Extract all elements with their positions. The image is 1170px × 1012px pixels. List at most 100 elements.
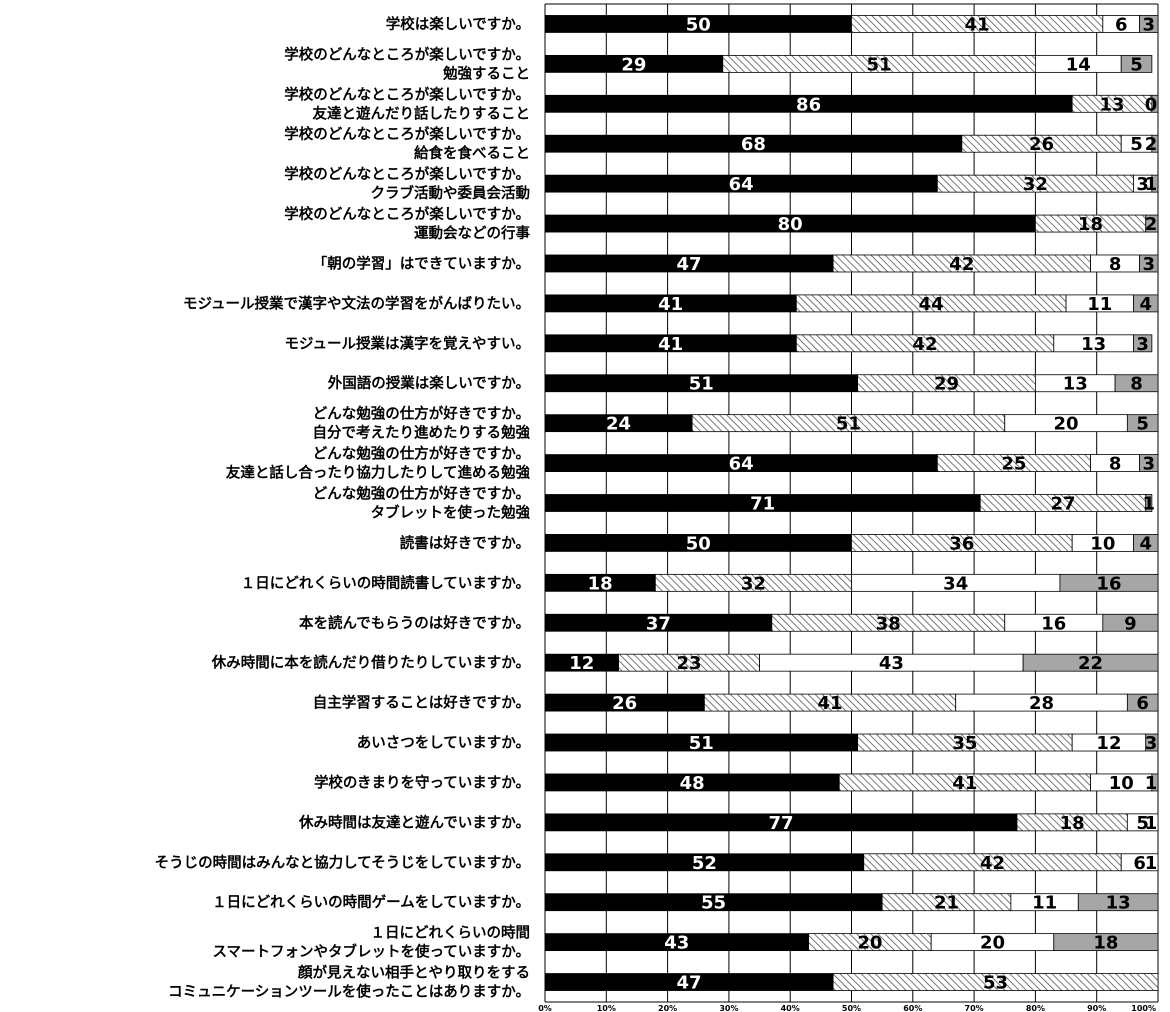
data-label-14-2: 36 [949,533,974,554]
category-label-3-line-1: 学校のどんなところが楽しいですか。 [284,85,530,103]
category-label-3-line-2: 友達と遊んだり話したりすること [313,104,531,122]
data-label-22-3: 6 [1133,853,1146,874]
data-label-13-1: 71 [750,494,775,515]
data-label-5-1: 64 [729,174,754,195]
data-label-19-1: 51 [689,733,714,754]
data-label-22-2: 42 [980,853,1005,874]
category-label-6-line-2: 運動会などの行事 [414,224,530,242]
bar-segment-13-4 [1145,494,1153,512]
bar-segment-25-2 [832,973,1159,991]
data-label-21-1: 77 [768,813,793,834]
category-label-23-line-1: １日にどれくらいの時間ゲームをしていますか。 [212,893,530,911]
data-label-10-4: 8 [1130,374,1143,395]
data-label-15-2: 32 [741,573,766,594]
data-label-4-3: 5 [1130,134,1143,155]
bar-segment-7-4 [1139,254,1159,273]
data-label-9-1: 41 [658,334,683,355]
data-label-8-2: 44 [919,294,944,315]
data-label-7-4: 3 [1143,254,1156,275]
category-label-2-line-2: 勉強すること [442,64,530,82]
data-label-24-2: 20 [857,933,882,954]
data-label-23-3: 11 [1032,893,1057,914]
bar-segment-14-4 [1133,534,1159,552]
bar-segment-21-3 [1126,813,1159,832]
category-label-19-line-1: あいさつをしていますか。 [357,735,530,752]
data-label-21-4: 1 [1145,813,1158,834]
data-label-19-2: 35 [952,733,977,754]
x-tick-label-30: 30% [719,1004,738,1012]
data-label-16-1: 37 [646,613,671,634]
category-label-25-line-1: 顔が見えない相手とやり取りをする [297,964,530,982]
bar-segment-6-4 [1145,214,1159,233]
data-label-2-1: 29 [621,54,646,75]
data-label-12-3: 8 [1109,454,1122,475]
bar-segment-22-3 [1120,853,1159,872]
x-tick-label-90: 90% [1087,1004,1106,1012]
data-label-1-4: 3 [1143,14,1156,35]
bar-segment-20-4 [1151,773,1159,792]
data-label-17-2: 23 [677,653,702,674]
category-label-13-line-1: どんな勉強の仕方が好きですか。 [313,485,530,503]
data-label-12-1: 64 [729,454,754,475]
data-label-24-3: 20 [980,933,1005,954]
data-label-11-2: 51 [836,414,861,435]
category-label-17-line-1: 休み時間に本を読んだり借りたりしていますか。 [211,654,530,672]
category-label-4-line-2: 給食を食べること [414,144,530,162]
category-label-18-line-1: 自主学習することは好きですか。 [313,694,530,712]
data-label-23-2: 21 [934,893,959,914]
bar-segment-10-4 [1114,374,1159,393]
data-label-8-4: 4 [1139,294,1152,315]
category-label-1-line-1: 学校は楽しいですか。 [386,15,530,33]
data-label-13-4: 1 [1143,494,1156,515]
data-label-14-1: 50 [686,533,711,554]
data-label-1-1: 50 [686,14,711,35]
category-label-15-line-1: １日にどれくらいの時間読書していますか。 [241,574,530,592]
x-tick-label-40: 40% [781,1004,800,1012]
category-label-9-line-1: モジュール授業は漢字を覚えやすい。 [285,334,530,352]
category-label-11-line-1: どんな勉強の仕方が好きですか。 [313,405,530,423]
x-tick-label-0: 0% [538,1004,552,1012]
category-label-5-line-2: クラブ活動や委員会活動 [371,184,531,202]
bar-segment-15-4 [1059,573,1159,592]
data-label-7-3: 8 [1109,254,1122,275]
category-label-22-line-1: そうじの時間はみんなと協力してそうじをしていますか。 [155,853,530,871]
data-label-19-3: 12 [1096,733,1121,754]
x-tick-label-60: 60% [903,1004,922,1012]
data-label-23-4: 13 [1106,893,1131,914]
data-label-9-3: 13 [1081,334,1106,355]
data-label-19-4: 3 [1145,733,1158,754]
category-label-5-line-1: 学校のどんなところが楽しいですか。 [284,165,530,183]
data-label-11-4: 5 [1136,414,1149,435]
data-label-8-1: 41 [658,294,683,315]
data-label-12-4: 3 [1143,454,1156,475]
data-label-11-3: 20 [1054,414,1079,435]
category-label-6-line-1: 学校のどんなところが楽しいですか。 [284,205,530,223]
category-label-24-line-1: １日にどれくらいの時間 [371,925,531,942]
data-label-22-1: 52 [692,853,717,874]
x-tick-label-80: 80% [1026,1004,1045,1012]
data-label-12-2: 25 [1001,454,1026,475]
data-label-22-4: 1 [1145,853,1158,874]
data-label-24-4: 18 [1093,933,1118,954]
bar-segment-11-4 [1126,414,1159,433]
bar-segment-16-4 [1102,613,1159,632]
bar-segment-18-4 [1126,693,1159,712]
bar-segment-23-4 [1077,893,1159,912]
data-label-15-3: 34 [943,573,968,594]
data-label-14-4: 4 [1139,533,1152,554]
x-tick-label-50: 50% [842,1004,861,1012]
x-tick-label-20: 20% [658,1004,677,1012]
bar-segment-24-4 [1053,933,1159,952]
category-label-10-line-1: 外国語の授業は楽しいですか。 [328,374,530,392]
category-label-4-line-1: 学校のどんなところが楽しいですか。 [284,125,530,143]
bar-segment-9-4 [1133,334,1153,353]
data-label-20-3: 10 [1109,773,1134,794]
category-label-12-line-2: 友達と話し合ったり協力したりして進める勉強 [226,464,531,482]
data-label-6-4: 2 [1145,214,1158,235]
data-label-25-1: 47 [677,973,702,994]
x-tick-label-70: 70% [965,1004,984,1012]
data-label-3-2: 13 [1099,94,1124,115]
data-label-13-2: 27 [1050,494,1075,515]
data-label-4-4: 2 [1145,134,1158,155]
